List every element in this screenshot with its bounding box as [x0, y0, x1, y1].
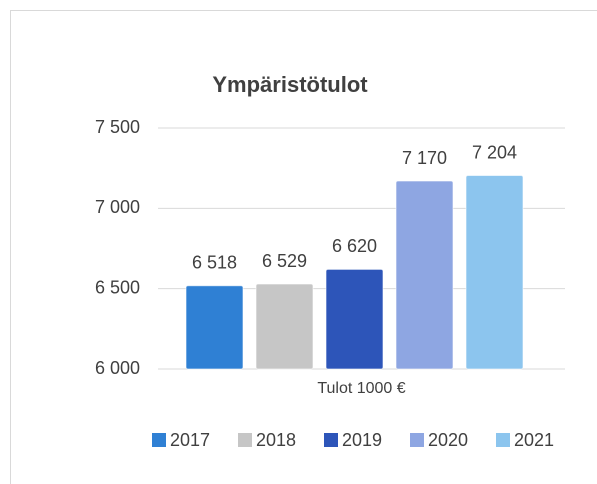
legend-swatch [496, 433, 510, 447]
y-tick-label: 6 000 [95, 358, 140, 378]
data-label: 6 529 [262, 251, 307, 271]
legend-swatch [238, 433, 252, 447]
chart-title: Ympäristötulot [212, 72, 368, 97]
data-label: 6 620 [332, 236, 377, 256]
legend-label: 2020 [428, 430, 468, 450]
legend-label: 2018 [256, 430, 296, 450]
bar [395, 180, 454, 370]
bar [255, 283, 314, 370]
y-tick-label: 6 500 [95, 277, 140, 297]
legend-label: 2019 [342, 430, 382, 450]
legend-label: 2017 [170, 430, 210, 450]
data-label: 6 518 [192, 253, 237, 273]
legend-swatch [152, 433, 166, 447]
data-label: 7 170 [402, 148, 447, 168]
legend-swatch [324, 433, 338, 447]
bar [185, 285, 244, 370]
data-label: 7 204 [472, 142, 517, 162]
chart-border [10, 10, 597, 484]
bar [465, 175, 524, 370]
y-tick-label: 7 000 [95, 197, 140, 217]
legend-label: 2021 [514, 430, 554, 450]
y-tick-label: 7 500 [95, 117, 140, 137]
x-tick-label: Tulot 1000 € [317, 380, 405, 397]
bar [325, 268, 384, 370]
legend-swatch [410, 433, 424, 447]
